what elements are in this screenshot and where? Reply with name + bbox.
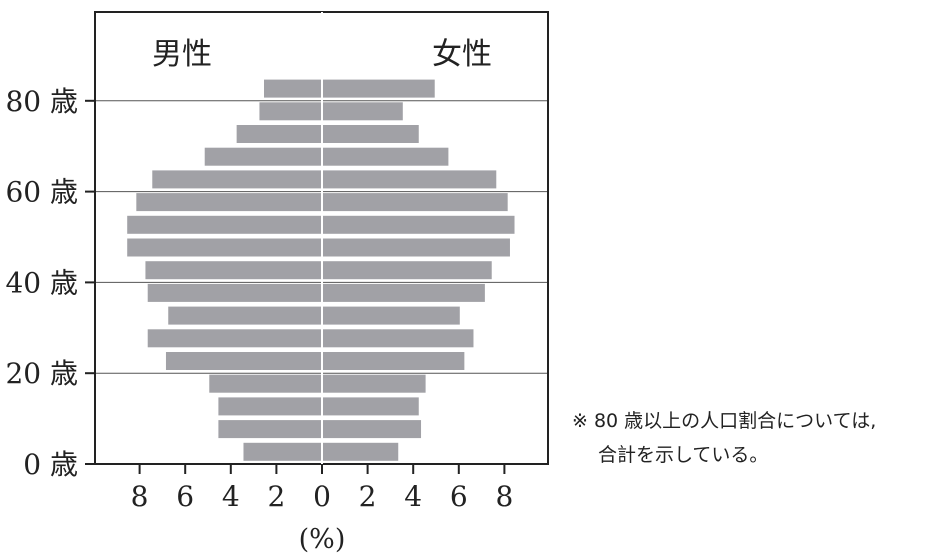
bar-female-60-64 bbox=[323, 170, 497, 189]
bar-male-40-44 bbox=[145, 261, 321, 280]
y-tick-label: 40 歳 bbox=[5, 266, 78, 299]
x-tick-label: 2 bbox=[267, 480, 285, 513]
bar-female-10-14 bbox=[323, 397, 419, 416]
bar-female-35-39 bbox=[323, 283, 485, 302]
right-side-label: 女性 bbox=[432, 37, 492, 72]
bar-female-55-59 bbox=[323, 193, 508, 212]
bar-female-45-49 bbox=[323, 238, 510, 257]
x-tick-label: 2 bbox=[359, 480, 377, 513]
bar-female-25-29 bbox=[323, 329, 474, 348]
bar-male-10-14 bbox=[218, 397, 321, 416]
bar-male-55-59 bbox=[136, 193, 321, 212]
left-side-label: 男性 bbox=[152, 37, 212, 72]
bar-male-25-29 bbox=[147, 329, 321, 348]
bar-female-75-79 bbox=[323, 102, 403, 121]
bar-female-40-44 bbox=[323, 261, 492, 280]
bar-female-80+ bbox=[323, 79, 435, 98]
x-axis-label: (%) bbox=[299, 524, 346, 555]
bar-male-50-54 bbox=[127, 215, 321, 234]
bar-female-0-4 bbox=[323, 442, 399, 461]
x-tick-label: 0 bbox=[313, 480, 331, 513]
bar-male-60-64 bbox=[152, 170, 321, 189]
x-tick-label: 4 bbox=[404, 480, 422, 513]
bar-male-20-24 bbox=[165, 352, 321, 370]
y-tick-label: 20 歳 bbox=[5, 357, 78, 390]
x-tick-label: 8 bbox=[495, 480, 513, 513]
footnote-line-1: ※ 80 歳以上の人口割合については, bbox=[572, 410, 877, 432]
y-tick-label: 80 歳 bbox=[5, 85, 78, 118]
bar-male-65-69 bbox=[204, 147, 321, 166]
bar-female-5-9 bbox=[323, 420, 422, 439]
y-axis-ticks: 0 歳 20 歳 40 歳 60 歳 80 歳 bbox=[5, 85, 95, 481]
bar-female-65-69 bbox=[323, 147, 449, 166]
bar-male-70-74 bbox=[236, 125, 321, 143]
bar-female-20-24 bbox=[323, 352, 465, 370]
bar-male-0-4 bbox=[243, 442, 321, 461]
x-tick-label: 4 bbox=[222, 480, 240, 513]
bar-female-30-34 bbox=[323, 306, 460, 325]
x-tick-label: 6 bbox=[176, 480, 194, 513]
footnote: ※ 80 歳以上の人口割合については, 合計を示している。 bbox=[572, 404, 950, 472]
bar-female-50-54 bbox=[323, 215, 515, 234]
footnote-line-2: 合計を示している。 bbox=[598, 444, 769, 466]
y-tick-label: 0 歳 bbox=[23, 448, 78, 481]
x-tick-label: 8 bbox=[131, 480, 149, 513]
y-tick-label: 60 歳 bbox=[5, 176, 78, 209]
bar-female-70-74 bbox=[323, 125, 419, 143]
bar-male-5-9 bbox=[218, 420, 321, 439]
bar-male-15-19 bbox=[209, 374, 321, 393]
bar-male-80+ bbox=[264, 79, 321, 98]
bar-male-45-49 bbox=[127, 238, 321, 257]
bars bbox=[127, 79, 515, 461]
bar-male-30-34 bbox=[168, 306, 321, 325]
bar-male-75-79 bbox=[259, 102, 321, 121]
bar-male-35-39 bbox=[147, 283, 321, 302]
bar-female-15-19 bbox=[323, 374, 426, 393]
x-tick-label: 6 bbox=[450, 480, 468, 513]
